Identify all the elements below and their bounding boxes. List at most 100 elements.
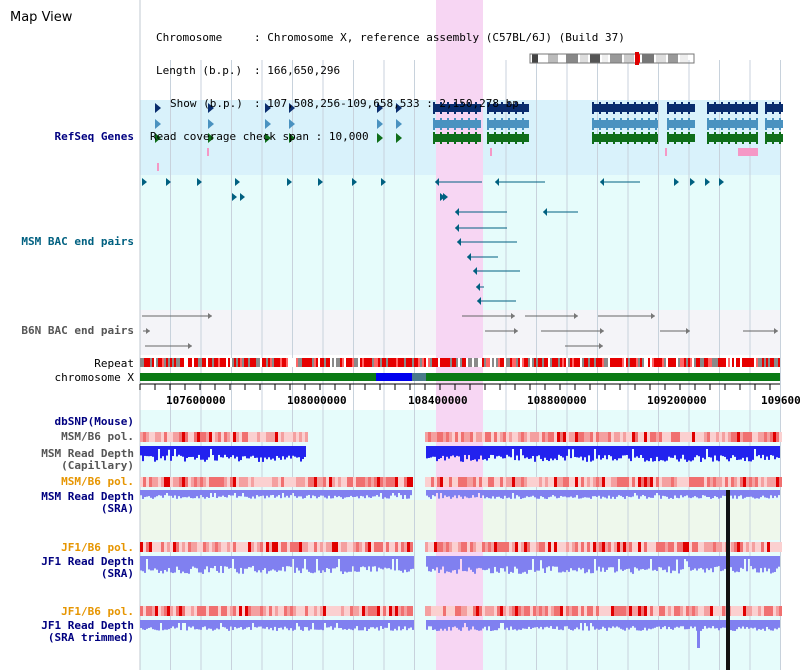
repeat-segment [690,358,692,367]
read-depth-bar [534,446,536,462]
polymorphism-cell [590,477,593,487]
repeat-segment [270,358,272,367]
read-depth-bar [536,556,538,571]
read-depth-bar [698,446,700,457]
msm-bac-track-label[interactable]: MSM BAC end pairs [21,235,134,248]
read-depth-bar [530,620,532,629]
refseq-track-label[interactable]: RefSeq Genes [54,130,134,143]
read-depth-bar [724,556,726,569]
read-depth-bar [510,620,512,627]
read-depth-bar [286,620,288,629]
polymorphism-cell [269,432,272,442]
polymorphism-cell [554,606,557,616]
polymorphism-cell [158,477,161,487]
read-depth-bar [508,446,510,457]
polymorphism-cell [251,432,254,442]
read-depth-bar [306,556,308,570]
polymorphism-cell [221,432,224,442]
jf1-b6-pol-label-1[interactable]: JF1/B6 pol. [61,541,134,554]
read-depth-bar [766,490,768,498]
read-depth-bar [662,556,664,571]
jf1-depth-trimmed-label[interactable]: JF1 Read Depth (SRA trimmed) [0,620,134,644]
read-depth-bar [574,490,576,498]
read-depth-bar [150,490,152,498]
jf1-b6-pol-label-2[interactable]: JF1/B6 pol. [61,605,134,618]
polymorphism-cell [743,477,746,487]
polymorphism-cell [773,432,776,442]
msm-b6-pol-label-2[interactable]: MSM/B6 pol. [61,475,134,488]
repeat-segment [298,358,300,367]
read-depth-bar [228,556,230,569]
ideogram-band [566,54,578,63]
read-depth-bar [508,556,510,574]
repeat-segment [262,358,264,367]
polymorphism-cell [230,477,233,487]
repeat-segment [446,358,448,367]
msm-depth-capillary-label[interactable]: MSM Read Depth (Capillary) [0,448,134,472]
read-depth-bar [440,556,442,570]
polymorphism-cell [449,432,452,442]
read-depth-bar [438,490,440,499]
polymorphism-cell [266,477,269,487]
polymorphism-cell [461,542,464,552]
repeat-segment [444,358,446,367]
read-depth-bar [636,446,638,457]
polymorphism-cell [146,432,149,442]
refseq-exon [779,118,781,130]
polymorphism-cell [263,542,266,552]
read-depth-bar [462,556,464,572]
refseq-exon [627,132,629,144]
refseq-exon [648,132,650,144]
polymorphism-cell [602,542,605,552]
read-depth-bar [234,620,236,628]
read-depth-bar [580,620,582,623]
refseq-exon [592,102,594,114]
read-depth-bar [476,620,478,631]
repeat-segment [476,358,478,367]
read-depth-bar [490,556,492,574]
polymorphism-cell [599,542,602,552]
dbsnp-track-label[interactable]: dbSNP(Mouse) [54,415,134,428]
msm-b6-pol-label-1[interactable]: MSM/B6 pol. [61,430,134,443]
read-depth-bar [664,446,666,462]
polymorphism-cell [566,542,569,552]
read-depth-bar [592,490,594,497]
polymorphism-cell [701,477,704,487]
polymorphism-cell [473,432,476,442]
polymorphism-cell [563,432,566,442]
read-depth-bar [268,446,270,458]
gene-arrow-icon [265,103,271,113]
refseq-exon [688,102,690,114]
repeat-segment [488,358,490,367]
read-depth-bar [322,556,324,571]
read-depth-bar [478,446,480,460]
polymorphism-cell [731,542,734,552]
polymorphism-cell [740,432,743,442]
refseq-exon [620,118,622,130]
msm-depth-sra-label[interactable]: MSM Read Depth (SRA) [0,491,134,515]
read-depth-bar [694,490,696,497]
read-depth-bar [180,490,182,499]
refseq-exon [667,118,669,130]
b6n-bac-track-label[interactable]: B6N BAC end pairs [21,324,134,337]
read-depth-bar [714,620,716,629]
read-depth-bar [552,620,554,629]
polymorphism-cell [296,542,299,552]
polymorphism-cell [323,606,326,616]
read-depth-bar [612,446,614,461]
repeat-segment [398,358,400,367]
polymorphism-cell [761,542,764,552]
jf1-depth-sra-label[interactable]: JF1 Read Depth (SRA) [0,556,134,580]
read-depth-bar [216,620,218,629]
read-depth-bar [440,446,442,459]
read-depth-bar [612,620,614,627]
read-depth-bar [148,556,150,570]
repeat-segment [598,358,600,367]
polymorphism-cell [320,477,323,487]
read-depth-bar [578,446,580,458]
polymorphism-cell [737,432,740,442]
polymorphism-cell [758,432,761,442]
read-depth-bar [214,446,216,461]
polymorphism-cell [329,477,332,487]
